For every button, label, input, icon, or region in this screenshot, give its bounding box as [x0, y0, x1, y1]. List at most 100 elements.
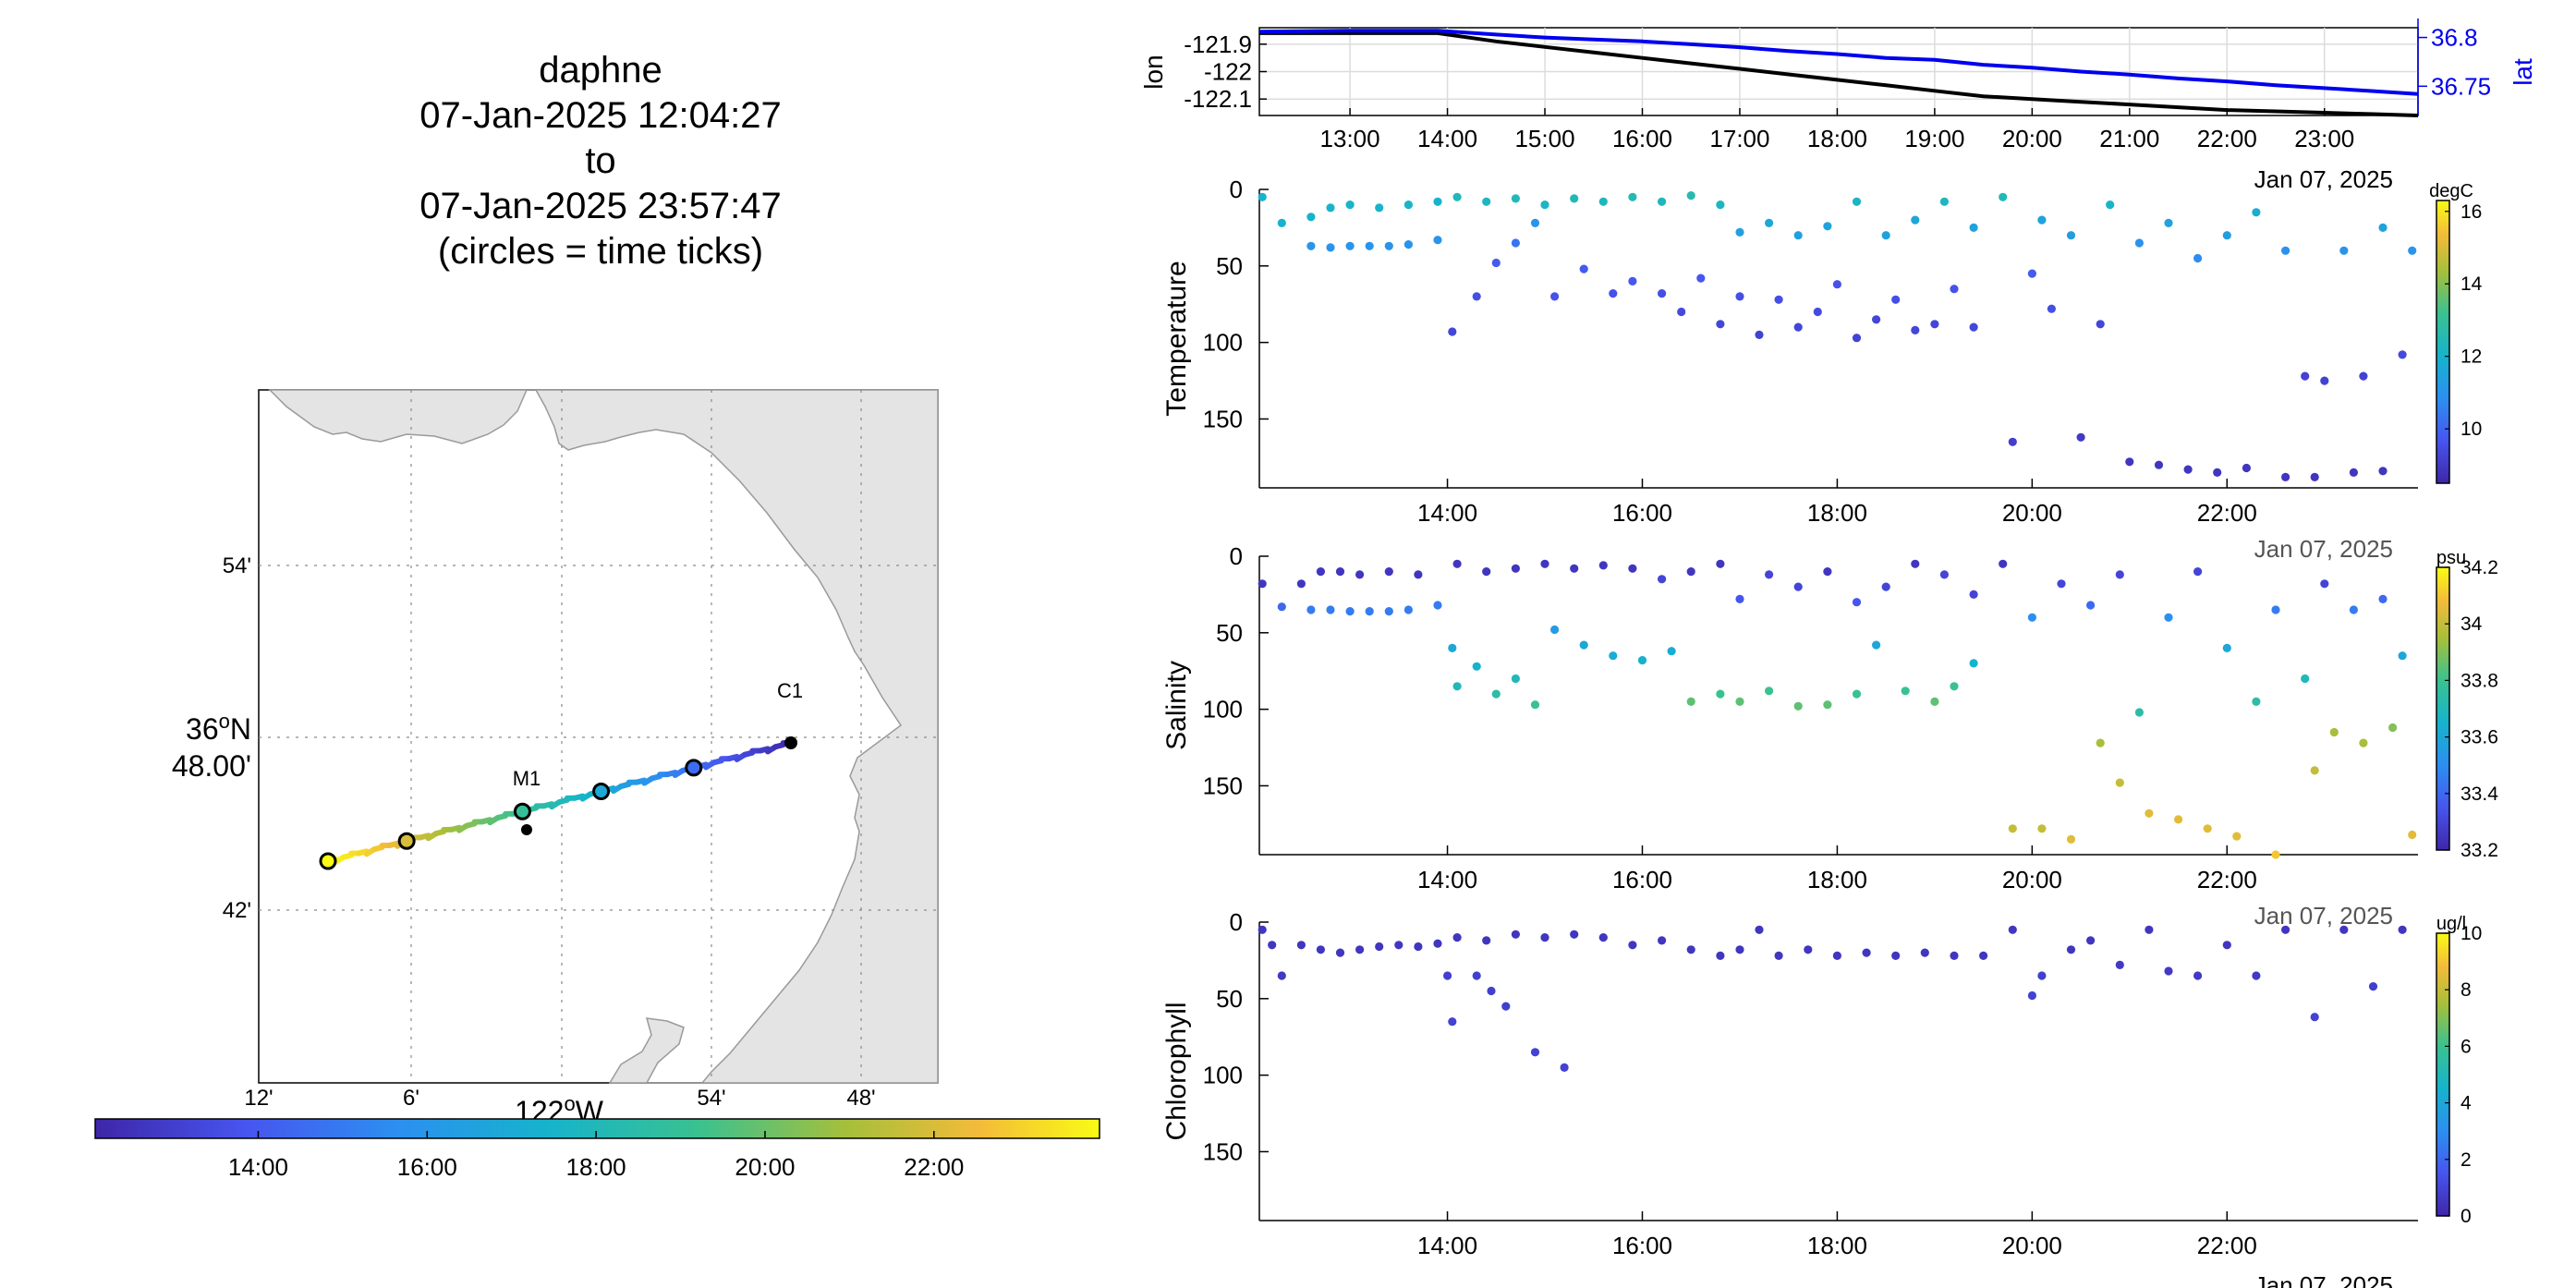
time-tick-circle: [685, 759, 703, 777]
salinity-point: [1969, 659, 1978, 668]
temperature-point: [1448, 327, 1457, 336]
temperature-point: [1823, 222, 1832, 231]
salinity-point: [2193, 567, 2203, 577]
position-x-label: 16:00: [1612, 125, 1672, 152]
position-y-label-right: 36.75: [2431, 72, 2491, 100]
salinity-colorbar: [2436, 566, 2450, 851]
temperature-point: [1306, 241, 1316, 250]
figure-title: daphne 07-Jan-2025 12:04:27 to 07-Jan-20…: [277, 48, 924, 274]
salinity-point: [1686, 697, 1695, 707]
salinity-point: [1852, 689, 1862, 699]
salinity-colorbar-label: 33.4: [2461, 784, 2498, 805]
chlorophyll-point: [2115, 960, 2124, 969]
salinity-point: [1637, 656, 1647, 665]
salinity-point: [1793, 582, 1803, 591]
chlorophyll-point: [1804, 945, 1813, 954]
temperature-point: [1658, 197, 1667, 206]
temperature-point: [2349, 468, 2358, 477]
chlorophyll-point: [1375, 942, 1384, 952]
chlorophyll-point: [2145, 925, 2154, 934]
temperature-point: [2398, 350, 2407, 359]
chlorophyll-point: [1755, 925, 1764, 934]
temperature-colorbar-label: 14: [2461, 273, 2483, 295]
temperature-point: [1472, 292, 1481, 301]
temperature-point: [2164, 218, 2173, 227]
salinity-ylabel: Salinity: [1161, 661, 1192, 750]
chlorophyll-y-label: 150: [1203, 1137, 1243, 1165]
chlorophyll-point: [1452, 933, 1462, 942]
position-x-label: 18:00: [1807, 125, 1867, 152]
temperature-point: [1598, 197, 1608, 206]
temperature-point: [2320, 376, 2329, 385]
salinity-point: [1530, 700, 1540, 710]
chlorophyll-point: [1686, 945, 1695, 954]
temperature-point: [1793, 231, 1803, 240]
salinity-point: [2232, 832, 2242, 841]
temperature-point: [1306, 213, 1316, 222]
temperature-point: [1384, 241, 1393, 250]
position-y-label-right: 36.8: [2431, 24, 2478, 52]
chlorophyll-point: [2281, 925, 2290, 934]
chlorophyll-point: [1482, 936, 1491, 945]
temperature-y-label: 50: [1216, 252, 1243, 280]
lon-tick-12: 12': [244, 1086, 273, 1111]
chlorophyll-point: [1487, 986, 1496, 996]
salinity-point: [2134, 708, 2144, 717]
salinity-point: [2301, 674, 2310, 684]
salinity-y-label: 0: [1230, 542, 1243, 570]
glider-track: [325, 740, 794, 865]
salinity-y-label: 150: [1203, 772, 1243, 799]
temperature-point: [1511, 238, 1520, 248]
salinity-point: [1735, 697, 1744, 707]
salinity-point: [2359, 738, 2368, 747]
time-tick-circle: [397, 832, 416, 850]
chlorophyll-point: [1414, 942, 1423, 952]
chlorophyll-point: [1891, 951, 1901, 960]
temperature-point: [2359, 371, 2368, 381]
salinity-point: [1999, 559, 2008, 568]
temperature-y-label: 150: [1203, 405, 1243, 432]
salinity-point: [1598, 561, 1608, 570]
time-colorbar-label: 14:00: [228, 1153, 288, 1181]
chlorophyll-point: [1335, 948, 1345, 957]
salinity-point: [1335, 567, 1345, 577]
position-x-label: 20:00: [2002, 125, 2062, 152]
temperature-point: [2125, 457, 2134, 467]
temperature-point: [1326, 243, 1335, 252]
salinity-point: [1823, 700, 1832, 710]
salinity-point: [2320, 579, 2329, 589]
temperature-colorbar-label: 12: [2461, 346, 2482, 368]
salinity-point: [2378, 594, 2388, 604]
temperature-colorbar: [2436, 200, 2450, 484]
chlorophyll-point: [1774, 951, 1783, 960]
coastline: [534, 389, 939, 1084]
lat-degree-label: 36oN: [186, 710, 251, 746]
salinity-point: [1716, 559, 1725, 568]
temperature-point: [2378, 467, 2388, 476]
salinity-point: [1658, 575, 1667, 584]
end-time: 07-Jan-2025 23:57:47: [419, 186, 782, 226]
temperature-point: [1999, 192, 2008, 201]
position-panel: 13:00 14:00 15:00 16:00 17:00 18:00 19:00 20:00…: [1139, 18, 2537, 193]
temperature-point: [2281, 246, 2290, 255]
salinity-point: [2271, 605, 2280, 614]
temperature-point: [1403, 240, 1413, 249]
chlorophyll-point: [1570, 930, 1579, 939]
temperature-point: [1491, 258, 1501, 268]
position-ylabel-right: lat: [2509, 58, 2537, 86]
salinity-point: [1550, 625, 1560, 635]
salinity-point: [2388, 723, 2398, 733]
chlorophyll-y-label: 0: [1230, 908, 1243, 936]
salinity-point: [1452, 559, 1462, 568]
chlorophyll-point: [1316, 945, 1325, 954]
temperature-point: [1969, 223, 1978, 232]
salinity-point: [1433, 601, 1442, 610]
temperature-x-label: 14:00: [1417, 499, 1477, 527]
salinity-point: [1686, 567, 1695, 577]
chlorophyll-colorbar-label: 8: [2461, 979, 2472, 1001]
salinity-colorbar-label: 33.2: [2461, 840, 2498, 861]
temperature-point: [1774, 295, 1783, 304]
chlorophyll-point: [2164, 966, 2173, 976]
temperature-ylabel: Temperature: [1161, 261, 1192, 416]
temperature-point: [1813, 307, 1822, 317]
